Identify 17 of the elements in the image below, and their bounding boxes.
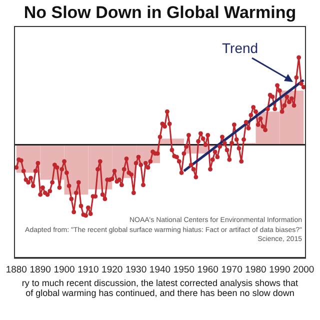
x-tick-label: 1890 [30, 264, 51, 276]
x-tick-label: 1880 [6, 264, 27, 276]
x-tick-label: 1900 [54, 264, 75, 276]
x-tick-label: 1960 [197, 264, 218, 276]
text: of global warming has continued, and there has been no slow down [24, 288, 296, 298]
x-tick-label: 1990 [269, 264, 290, 276]
x-tick-label: 1920 [102, 264, 123, 276]
x-tick-label: 1950 [173, 264, 195, 276]
text: ry to much recent discussion, the latest corrected analysis shows that [20, 278, 300, 288]
x-tick-label: 1930 [125, 264, 147, 276]
x-tick-label: 1910 [78, 264, 99, 276]
chart-title: No Slow Down in Global Warming [22, 3, 298, 23]
text: Trend [222, 40, 258, 56]
x-tick-label: 2000 [293, 264, 314, 276]
x-tick-label: 1970 [221, 264, 242, 276]
x-tick-label: 1940 [149, 264, 171, 276]
x-tick-label: 1980 [245, 264, 266, 276]
